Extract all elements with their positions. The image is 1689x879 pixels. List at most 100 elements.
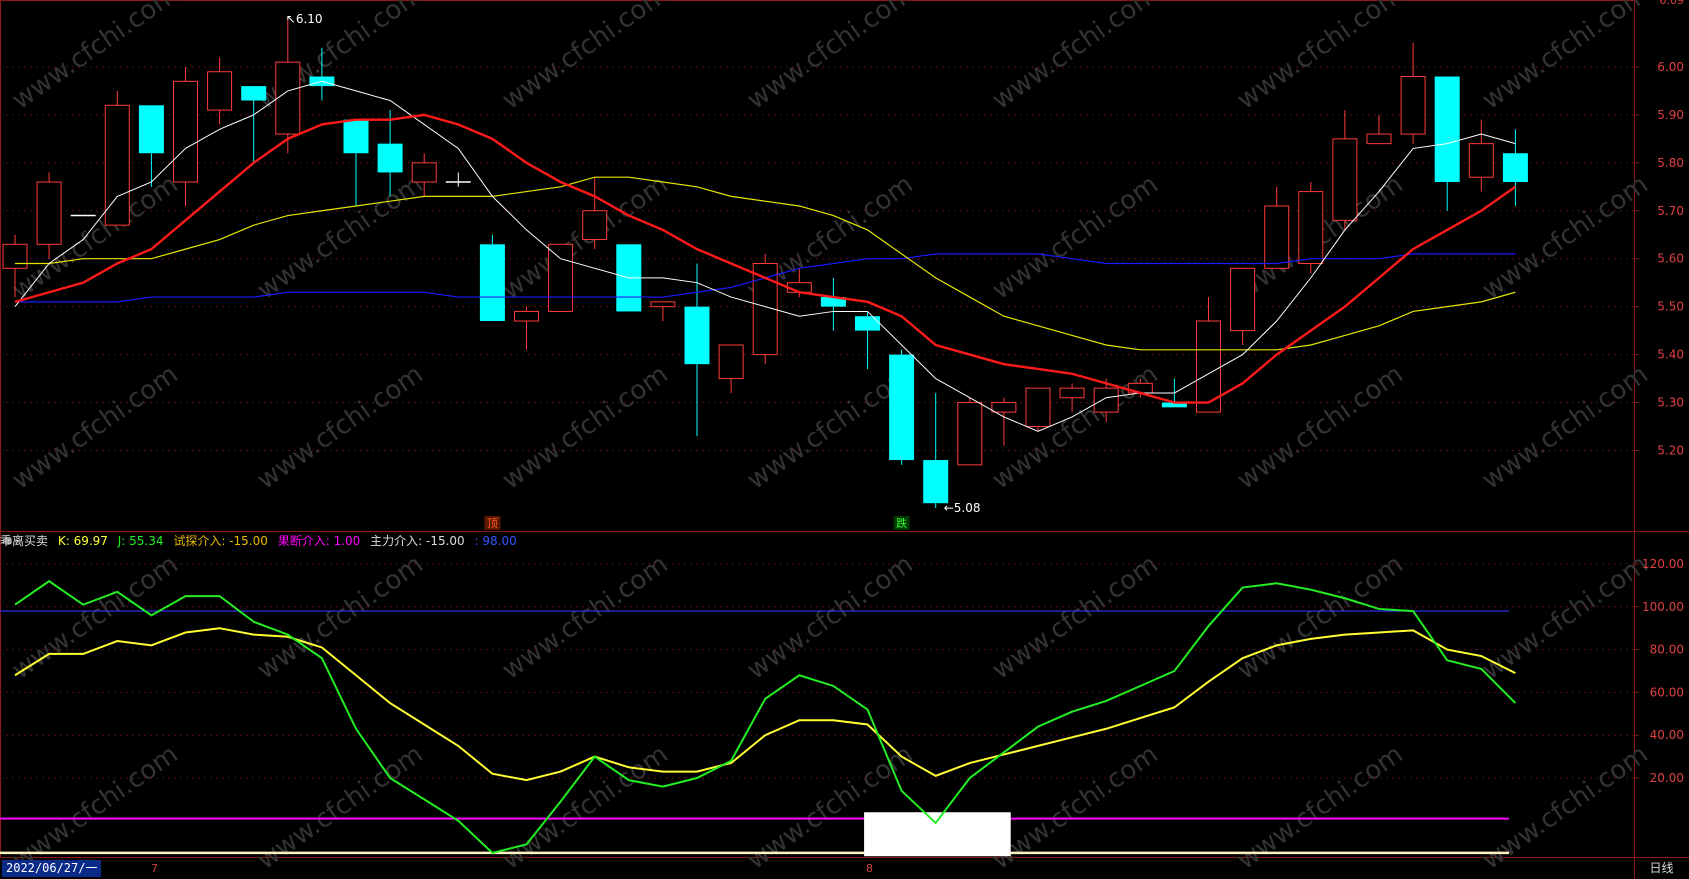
watermark-text: www.cfchi.com <box>252 549 429 685</box>
watermark-text: www.cfchi.com <box>7 0 184 116</box>
watermark-text: www.cfchi.com <box>497 0 674 116</box>
candle-body-down <box>479 244 505 322</box>
price-tick-label: 6.00 <box>1657 60 1684 74</box>
extra-value: : 98.00 <box>474 534 517 548</box>
watermark-text: www.cfchi.com <box>987 0 1164 116</box>
candle-body-up <box>104 104 130 226</box>
price-tick-label: 5.30 <box>1657 396 1684 410</box>
candle-body-down <box>855 316 880 331</box>
price-tick-label: 5.50 <box>1657 300 1684 314</box>
watermark-text: www.cfchi.com <box>7 359 184 495</box>
signal-bottom-bg <box>893 516 910 530</box>
candle-body-up <box>514 310 539 322</box>
candle-body-up <box>1366 133 1392 145</box>
candle-body-down <box>241 86 267 101</box>
price-tick-label: 5.70 <box>1657 204 1684 218</box>
candle-body-up <box>411 162 437 183</box>
price-tick-label: 5.20 <box>1657 443 1684 457</box>
candle-body-up <box>1400 76 1426 135</box>
low-annotation: ←5.08 <box>944 501 981 515</box>
watermark-text: www.cfchi.com <box>1232 359 1409 495</box>
watermark-text: www.cfchi.com <box>1477 739 1654 875</box>
price-tick-label: 5.60 <box>1657 252 1684 266</box>
j-line <box>14 579 1517 855</box>
watermark-text: www.cfchi.com <box>497 549 674 685</box>
ma10-line <box>14 113 1517 404</box>
indicator-menu-icon <box>4 537 12 545</box>
indicator-name[interactable]: 乖离买卖 <box>0 534 49 548</box>
candle-body-down <box>377 143 403 173</box>
candle-body-up <box>1468 143 1494 178</box>
watermark-text: www.cfchi.com <box>7 169 184 305</box>
signal-top-bg <box>484 516 501 530</box>
month-label-jul: 7 <box>151 862 158 875</box>
candle-body-up <box>957 402 983 466</box>
high-annotation: ↖6.10 <box>286 12 323 26</box>
candle-body-down <box>889 354 915 461</box>
candle-body-up <box>1093 387 1119 413</box>
candle-body-up <box>1230 267 1256 332</box>
signal-top-label: 顶 <box>487 517 498 530</box>
watermark-text: www.cfchi.com <box>252 359 429 495</box>
cursor-date: 2022/06/27/一 <box>2 860 102 877</box>
main-value: 主力介入: -15.00 <box>370 534 465 548</box>
watermark-text: www.cfchi.com <box>987 359 1164 495</box>
candle-body-up <box>207 71 233 111</box>
watermark-text: www.cfchi.com <box>7 549 184 685</box>
price-tick-label: 5.80 <box>1657 156 1684 170</box>
k-line <box>14 627 1516 782</box>
indicator-legend: 乖离买卖 K: 69.97 J: 55.34 试探介入: -15.00 果断介入… <box>0 531 1630 551</box>
price-tick-label-partial: 6.09 <box>1660 0 1685 7</box>
candle-body-up <box>548 243 574 312</box>
indicator-tick-label: 100.00 <box>1642 600 1684 614</box>
candle-body-up <box>582 210 608 241</box>
candle-body-up <box>2 243 28 269</box>
candle-body-down <box>1502 153 1528 182</box>
candle-body-down <box>1161 402 1187 408</box>
watermark-text: www.cfchi.com <box>987 549 1164 685</box>
candle-body-up <box>1059 387 1085 399</box>
signal-zone-block <box>864 812 1011 857</box>
probe-value: 试探介入: -15.00 <box>173 534 268 548</box>
watermark-text: www.cfchi.com <box>1232 0 1409 116</box>
indicator-tick-label: 20.00 <box>1650 771 1684 785</box>
indicator-tick-label: 120.00 <box>1642 557 1684 571</box>
j-value: J: 55.34 <box>117 534 164 548</box>
watermark-text: www.cfchi.com <box>497 359 674 495</box>
candle-body-down <box>138 105 164 154</box>
candle-body-up <box>1332 138 1358 221</box>
candle-body-up <box>173 80 198 183</box>
candle-body-up <box>1264 205 1290 269</box>
ma20-line <box>15 176 1516 351</box>
watermark-text: www.cfchi.com <box>7 739 184 875</box>
candle-body-down <box>820 297 846 307</box>
candle-body-up <box>36 181 62 245</box>
period-selector[interactable]: 日线 <box>1649 861 1674 875</box>
watermark-text: www.cfchi.com <box>1232 549 1409 685</box>
indicator-tick-label: 80.00 <box>1650 643 1684 657</box>
month-label-aug: 8 <box>866 862 873 875</box>
watermark-text: www.cfchi.com <box>1232 739 1409 875</box>
ma5-line <box>14 80 1516 432</box>
watermark-text: www.cfchi.com <box>1477 0 1654 116</box>
watermark-text: www.cfchi.com <box>252 739 429 875</box>
candle-body-down <box>923 460 949 504</box>
decisive-value: 果断介入: 1.00 <box>277 534 361 548</box>
candle-body-down <box>343 119 369 154</box>
price-tick-label: 5.90 <box>1657 108 1684 122</box>
candle-body-down <box>684 306 710 365</box>
indicator-tick-label: 60.00 <box>1650 685 1684 699</box>
candle-body-up <box>1298 191 1324 265</box>
watermark-text: www.cfchi.com <box>1477 169 1654 305</box>
candle-body-up <box>1025 387 1051 428</box>
watermark-text: www.cfchi.com <box>987 169 1164 305</box>
watermark-text: www.cfchi.com <box>987 739 1164 875</box>
watermark-text: www.cfchi.com <box>252 169 429 305</box>
candle-body-up <box>275 61 301 135</box>
indicator-tick-label: 40.00 <box>1650 728 1684 742</box>
signal-bottom-label: 跌 <box>896 516 907 530</box>
watermark-text: www.cfchi.com <box>1477 549 1654 685</box>
price-tick-label: 5.40 <box>1657 348 1684 362</box>
k-value: K: 69.97 <box>57 534 108 548</box>
